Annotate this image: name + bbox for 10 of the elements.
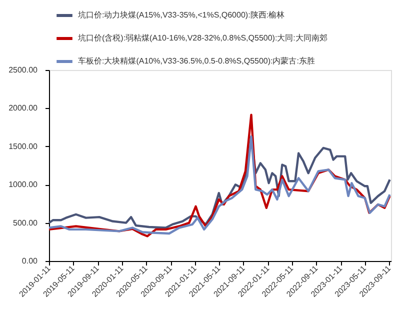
- legend-label: 车板价:大块精煤(A10%,V33-36.5%,0.5-0.8%S,Q5500):内蒙古:东胜: [78, 56, 315, 66]
- line-series: [48, 114, 391, 238]
- y-tick-label: 2500.00: [8, 66, 38, 74]
- y-tick-label: 0.00: [22, 256, 38, 266]
- y-tick-label: 1000.00: [8, 180, 38, 190]
- legend-label: 坑口价:动力块煤(A15%,V33-35%,<1%S,Q6000):陕西:榆林: [77, 10, 285, 20]
- y-tick-label: 500.00: [13, 218, 38, 228]
- y-tick-label: 1500.00: [8, 142, 38, 151]
- y-tick-label: 2000.00: [8, 104, 38, 113]
- legend-label: 坑口价(含税):弱粘煤(A10-16%,V28-32%,0.8%S,Q5500):大同:大同南郊: [77, 34, 328, 42]
